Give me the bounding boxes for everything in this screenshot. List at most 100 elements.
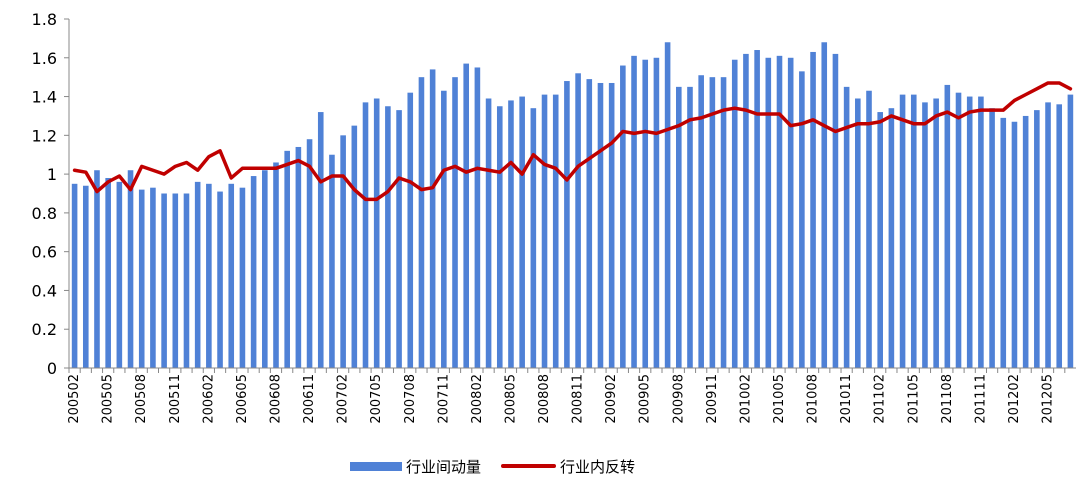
bar [944,84,951,368]
bar-series [71,42,1074,369]
x-tick-label: 200502 [67,374,82,424]
bar [877,112,883,368]
bar [418,77,425,369]
bar [373,98,380,368]
bar [899,94,906,368]
legend: 行业间动量 行业内反转 [350,454,655,478]
bar [765,57,772,369]
bar [127,170,134,368]
bar [206,183,212,368]
bar [194,181,201,368]
bar [743,53,749,369]
x-tick-label: 201005 [772,374,787,424]
bar [1045,102,1051,368]
x-tick-label: 200802 [470,374,485,424]
bar [217,191,223,368]
y-tick-label: 0 [47,359,57,378]
x-tick-label: 200602 [201,374,216,424]
x-tick-label: 200805 [503,374,518,424]
bar [787,57,794,369]
x-tick-label: 200511 [168,374,183,424]
x-tick-label: 200911 [705,374,720,424]
bar [172,193,179,368]
bar [429,69,436,369]
y-tick-label: 1.6 [32,49,57,68]
bar [843,86,850,368]
y-tick-label: 0.6 [32,243,57,262]
bar [933,98,939,368]
line-series [72,81,1073,202]
bar [910,94,917,368]
x-tick-label: 200808 [537,374,552,424]
bar [675,86,682,368]
x-tick-label: 201105 [906,374,921,424]
bar [161,193,167,368]
x-tick-label: 201111 [973,374,988,424]
x-tick-label: 200902 [604,374,619,424]
bar [653,57,660,369]
bar [1011,121,1018,368]
bar [351,125,358,368]
bar [586,79,593,368]
bar [262,170,268,368]
x-tick-label: 200608 [268,374,283,424]
bar [821,42,828,369]
x-tick-label: 200508 [134,374,149,424]
bar [989,108,995,368]
legend-swatch-bar [350,461,402,471]
x-tick-label: 200905 [638,374,653,424]
bar [485,98,492,368]
x-tick-label: 200702 [336,374,351,424]
x-tick-label: 200811 [571,374,586,424]
x-tick-label: 200505 [101,374,116,424]
bar [441,90,447,368]
bar [720,77,727,369]
x-tick-label: 200711 [436,374,451,424]
bar [284,150,290,368]
legend-label-bar: 行业间动量 [406,457,482,476]
x-tick-label: 200908 [671,374,686,424]
x-tick-label: 201108 [940,374,955,424]
bar [496,106,503,368]
bar [474,67,481,368]
x-tick-label: 200708 [403,374,418,424]
x-tick-label: 201011 [839,374,854,424]
bar [116,181,123,368]
bar [71,183,78,368]
bar [530,108,537,368]
bar [463,63,470,368]
bar [295,146,302,368]
y-axis: 0 0.2 0.4 0.6 0.8 1 1.2 1.4 1.6 1.8 [32,10,70,378]
bar [631,55,637,368]
bar [1067,94,1074,368]
bar [687,86,693,368]
bar [642,59,649,368]
bar [1056,104,1063,369]
bar [966,96,973,369]
bar [731,59,738,368]
bar [620,65,626,369]
bar [105,177,111,368]
x-tick-label: 201002 [738,374,753,424]
x-tick-label: 200605 [235,374,250,424]
y-tick-label: 1.2 [32,126,57,145]
bar [82,185,89,368]
y-tick-label: 0.2 [32,320,57,339]
x-tick-label: 201102 [873,374,888,424]
bar [608,82,615,368]
bar [855,98,861,368]
bar [329,154,335,368]
bar [776,55,783,368]
bar [138,189,145,368]
legend-item-bar: 行业间动量 [350,456,481,477]
bar [250,176,257,368]
bar [810,51,816,368]
y-tick-label: 0.8 [32,204,57,223]
bar [978,96,984,369]
bar [541,94,548,368]
bar [597,82,604,368]
bar [866,90,872,368]
bar [508,100,514,368]
bar [150,187,156,368]
